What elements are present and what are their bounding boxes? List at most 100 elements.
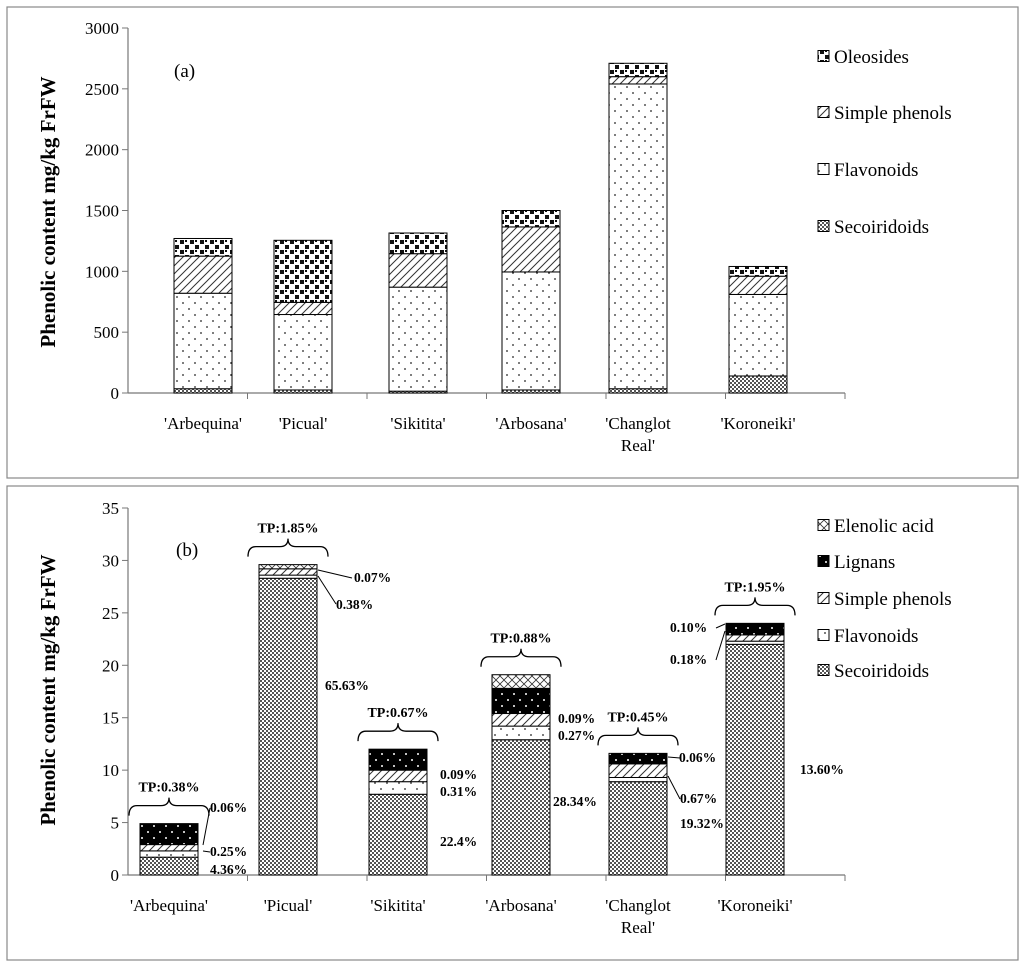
- y-tick-label: 1000: [85, 262, 119, 281]
- legend-label: Flavonoids: [834, 626, 918, 647]
- bar-segment-flavonoids: [388, 286, 448, 392]
- brace-shape: [128, 797, 210, 816]
- bar-segment-oleosides: [608, 62, 668, 78]
- x-category-label: 'Arbequina': [130, 896, 208, 915]
- bar-segment-secoiridoids: [491, 739, 551, 876]
- bar-segment-flavonoids: [608, 776, 668, 783]
- bar-segment-oleosides: [273, 239, 333, 303]
- legend-label: Flavonoids: [834, 160, 918, 181]
- bar-segment-simple-phenols: [173, 255, 233, 294]
- legend-swatch: [817, 664, 830, 676]
- total-phenols-label: TP:1.85%: [257, 522, 318, 537]
- x-category-label: 'Picual': [264, 896, 313, 915]
- x-category-label: Real': [621, 436, 655, 455]
- panel-b-frame: [6, 485, 1019, 961]
- percent-label: 19.32%: [680, 816, 724, 831]
- legend-label: Elenolic acid: [834, 516, 934, 537]
- panel-a-y-axis-title: Phenolic content mg/kg FrFW: [36, 76, 60, 347]
- bar-segment-secoiridoids: [368, 793, 428, 876]
- legend-label: Secoiridoids: [834, 661, 929, 682]
- bar-segment-simple-phenols: [725, 634, 785, 642]
- legend-label: Secoiridoids: [834, 217, 929, 238]
- bar-segment-lignans: [608, 752, 668, 765]
- x-category-label: Real': [621, 918, 655, 937]
- y-tick-label: 500: [94, 323, 120, 342]
- y-tick-label: 5: [111, 814, 120, 833]
- total-brace: [247, 538, 329, 557]
- percent-label: 0.67%: [680, 791, 717, 806]
- panel-a-plot: 0 500 1000 1500 2000 2500 3000 'Arbequina' 'Picu…: [85, 19, 952, 455]
- bar-segment-lignans: [725, 622, 785, 636]
- total-phenols-label: TP:0.38%: [138, 781, 199, 796]
- legend-label: Simple phenols: [834, 589, 952, 610]
- bar-segment-simple-phenols: [139, 844, 199, 852]
- bar-segment-secoiridoids: [725, 643, 785, 876]
- bar-segment-oleosides: [728, 265, 788, 277]
- legend-swatch: [817, 163, 830, 175]
- legend-swatch: [817, 106, 830, 118]
- percent-label: 22.4%: [440, 834, 477, 849]
- bar-segment-simple-phenols: [491, 713, 551, 727]
- legend-swatch: [817, 629, 830, 641]
- bar-segment-simple-phenols: [608, 763, 668, 778]
- percent-label: 4.36%: [210, 862, 247, 877]
- callout-line: [202, 807, 211, 846]
- total-brace: [357, 723, 439, 742]
- y-tick-label: 30: [102, 551, 119, 570]
- y-tick-label: 1500: [85, 202, 119, 221]
- total-phenols-label: TP:0.67%: [367, 706, 428, 721]
- bar-segment-secoiridoids: [608, 781, 668, 876]
- percent-label: 0.06%: [679, 750, 716, 765]
- y-tick-label: 20: [102, 656, 119, 675]
- brace-shape: [714, 597, 796, 616]
- brace-shape: [357, 723, 439, 742]
- legend-label: Oleosides: [834, 47, 909, 68]
- bar-segment-oleosides: [388, 232, 448, 255]
- bar-segment-lignans: [368, 748, 428, 771]
- total-phenols-label: TP:1.95%: [724, 580, 785, 595]
- x-category-label: 'Sikitita': [390, 414, 445, 433]
- bar-segment-flavonoids: [608, 83, 668, 390]
- callout-line: [317, 569, 353, 579]
- total-phenols-label: TP:0.88%: [490, 632, 551, 647]
- y-tick-label: 10: [102, 761, 119, 780]
- y-tick-label: 2500: [85, 80, 119, 99]
- bar-segment-flavonoids: [139, 850, 199, 858]
- brace-shape: [597, 727, 679, 746]
- percent-label: 0.07%: [354, 570, 391, 585]
- y-tick-label: 3000: [85, 19, 119, 38]
- callout-line: [202, 850, 211, 853]
- legend: Oleosides Simple phenols Flavonoids Secoiri…: [817, 47, 952, 238]
- panel-b-label: (b): [176, 540, 198, 561]
- legend-swatch: [817, 519, 830, 531]
- bar-segment-oleosides: [173, 237, 233, 257]
- panel-b-y-axis-title: Phenolic content mg/kg FrFW: [36, 554, 60, 825]
- bar-segment-flavonoids: [501, 271, 561, 391]
- legend-swatch: [817, 592, 830, 604]
- callout-line: [715, 623, 726, 629]
- x-category-label: 'Koroneiki': [720, 414, 795, 433]
- panel-a-frame: [6, 6, 1019, 479]
- total-brace: [128, 797, 210, 816]
- x-category-label: 'Changlot: [605, 414, 671, 433]
- bar-segment-simple-phenols: [273, 301, 333, 316]
- percent-label: 0.06%: [210, 800, 247, 815]
- total-brace: [480, 648, 562, 667]
- y-tick-label: 2000: [85, 141, 119, 160]
- x-category-label: 'Arbosana': [485, 896, 556, 915]
- bar-segment-simple-phenols: [368, 769, 428, 783]
- legend-swatch: [817, 50, 830, 62]
- percent-label: 28.34%: [553, 794, 597, 809]
- bar-segment-oleosides: [501, 210, 561, 228]
- x-category-label: 'Arbequina': [164, 414, 242, 433]
- bar-segment-flavonoids: [273, 314, 333, 391]
- brace-shape: [247, 538, 329, 557]
- total-phenols-label: TP:0.45%: [607, 710, 668, 725]
- percent-label: 0.25%: [210, 844, 247, 859]
- bar-segment-secoiridoids: [258, 577, 318, 876]
- percent-label: 0.27%: [558, 728, 595, 743]
- percent-label: 65.63%: [325, 678, 369, 693]
- bar-segment-elenolic-acid: [491, 674, 551, 689]
- y-tick-label: 0: [111, 384, 120, 403]
- brace-shape: [480, 648, 562, 667]
